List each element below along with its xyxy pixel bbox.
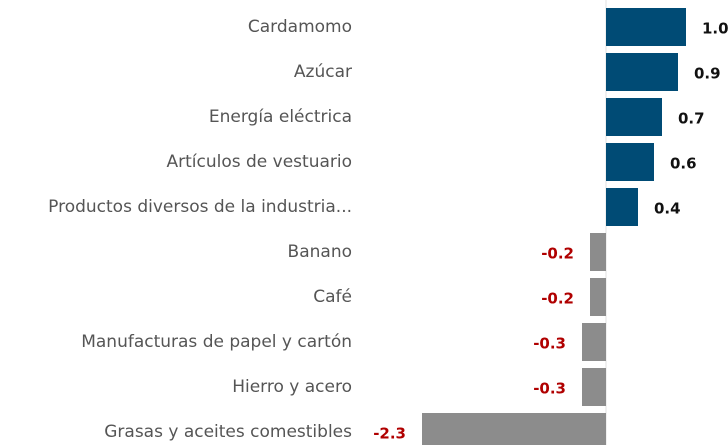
bar [582,323,606,361]
bar [606,98,662,136]
category-label: Banano [288,242,352,262]
category-label: Café [313,287,352,307]
category-label: Azúcar [294,62,352,82]
bar [606,53,678,91]
value-label: -0.3 [533,380,566,398]
category-label: Grasas y aceites comestibles [104,422,352,442]
value-label: -0.2 [541,245,574,263]
bar [606,188,638,226]
bar [590,278,606,316]
value-label: 0.6 [670,155,697,173]
value-label: -2.3 [373,425,406,443]
bar [590,233,606,271]
category-label: Energía eléctrica [209,107,352,127]
bar [582,368,606,406]
category-label: Hierro y acero [232,377,352,397]
category-label: Cardamomo [248,17,352,37]
value-label: 0.9 [694,65,721,83]
category-label: Productos diversos de la industria... [48,197,352,217]
category-label: Manufacturas de papel y cartón [81,332,352,352]
value-label: 0.4 [654,200,681,218]
value-label: -0.2 [541,290,574,308]
bar [606,143,654,181]
bar [606,8,686,46]
value-label: 0.7 [678,110,705,128]
bar [422,413,606,445]
value-label: -0.3 [533,335,566,353]
value-label: 1.0 [702,20,728,38]
category-label: Artículos de vestuario [166,152,352,172]
